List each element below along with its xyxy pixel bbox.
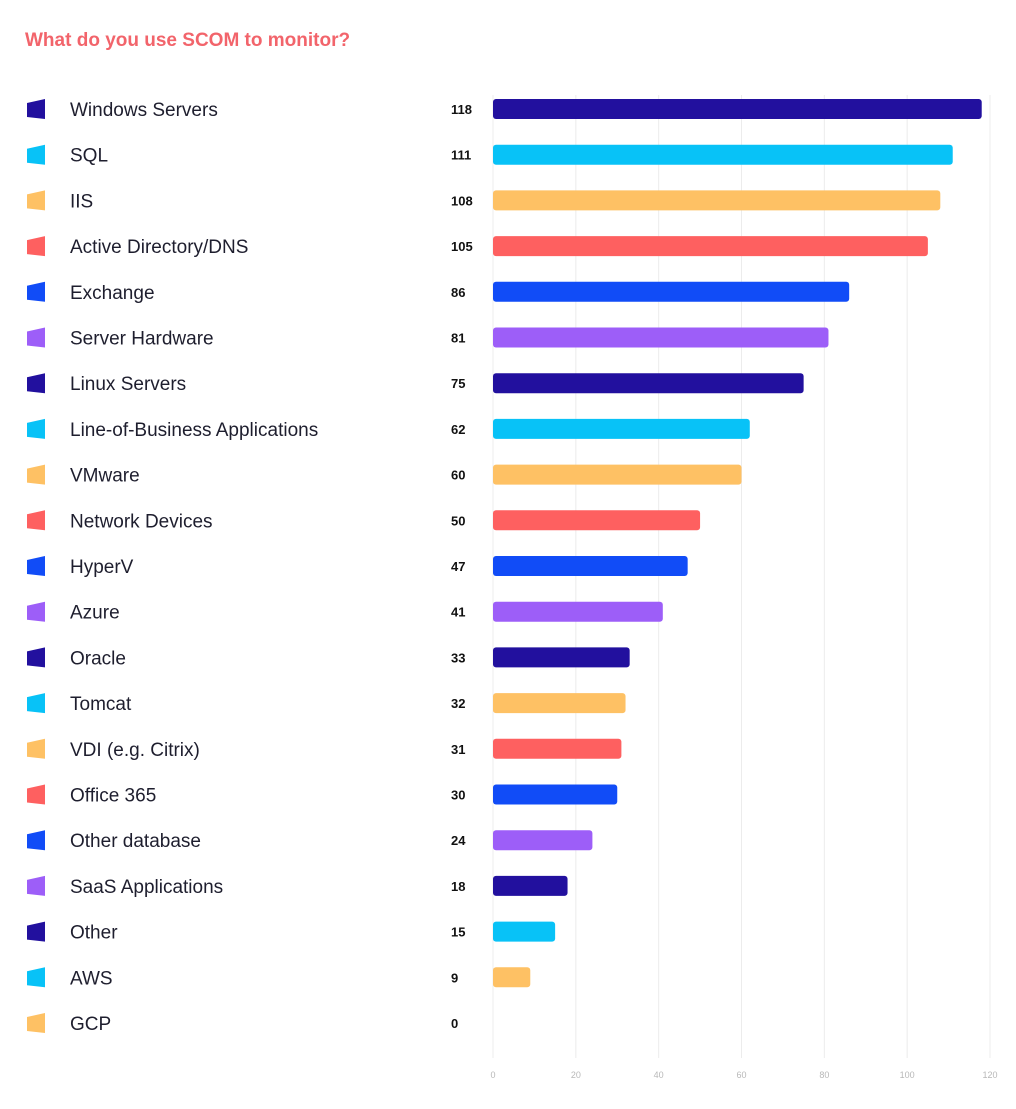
bar: [493, 418, 750, 439]
legend-swatch: [27, 738, 45, 759]
x-tick-label: 80: [819, 1070, 829, 1080]
bar: [493, 236, 928, 257]
bar: [493, 830, 593, 851]
legend-swatch: [27, 190, 45, 211]
legend-swatch: [27, 281, 45, 302]
bar: [493, 784, 618, 805]
category-label: Network Devices: [70, 511, 213, 532]
bar: [493, 99, 982, 119]
category-label: Active Directory/DNS: [70, 237, 248, 258]
value-label: 0: [451, 1016, 458, 1031]
value-label: 32: [451, 696, 465, 711]
category-label: VMware: [70, 466, 140, 487]
legend-swatch: [27, 144, 45, 165]
category-label: Office 365: [70, 786, 156, 807]
category-label: AWS: [70, 968, 113, 989]
category-label: GCP: [70, 1014, 111, 1035]
category-label: SQL: [70, 146, 108, 167]
value-label: 62: [451, 422, 465, 437]
bar: [493, 556, 688, 576]
legend-swatch: [27, 464, 45, 485]
legend-swatch: [27, 921, 45, 942]
bar: [493, 875, 568, 896]
value-label: 50: [451, 513, 465, 528]
bar: [493, 647, 630, 668]
category-label: Linux Servers: [70, 374, 186, 395]
x-tick-label: 100: [900, 1070, 915, 1080]
legend-swatch: [27, 1013, 45, 1033]
value-label: 41: [451, 605, 465, 620]
value-label: 81: [451, 331, 465, 346]
x-tick-label: 40: [654, 1070, 664, 1080]
bar: [493, 373, 804, 394]
bar: [493, 281, 850, 302]
bar: [493, 601, 663, 622]
bar: [493, 464, 742, 485]
category-label: Azure: [70, 603, 120, 624]
x-tick-label: 120: [982, 1070, 997, 1080]
category-label: Tomcat: [70, 694, 132, 715]
category-label: VDI (e.g. Citrix): [70, 740, 200, 761]
value-label: 9: [451, 970, 458, 985]
chart-title: What do you use SCOM to monitor?: [25, 30, 351, 51]
value-label: 30: [451, 788, 465, 803]
bar: [493, 738, 622, 759]
legend-swatch: [27, 601, 45, 622]
category-label: Other: [70, 923, 118, 944]
legend-swatch: [27, 99, 45, 119]
value-label: 47: [451, 559, 465, 574]
value-label: 108: [451, 193, 473, 208]
value-label: 33: [451, 650, 465, 665]
bar: [493, 144, 953, 165]
bar: [493, 190, 941, 211]
bar: [493, 921, 556, 942]
bar: [493, 693, 626, 714]
category-label: Oracle: [70, 648, 126, 669]
value-label: 31: [451, 742, 465, 757]
category-label: HyperV: [70, 557, 134, 578]
bar: [493, 327, 829, 348]
bar: [493, 510, 701, 531]
legend-swatch: [27, 556, 45, 576]
x-tick-label: 0: [490, 1070, 495, 1080]
value-label: 15: [451, 925, 465, 940]
legend-swatch: [27, 647, 45, 668]
legend-swatch: [27, 693, 45, 714]
legend-swatch: [27, 373, 45, 394]
bar: [493, 967, 531, 988]
legend-swatch: [27, 967, 45, 988]
value-label: 24: [451, 833, 466, 848]
legend-swatch: [27, 327, 45, 348]
value-label: 118: [451, 102, 472, 117]
legend-swatch: [27, 236, 45, 257]
legend-swatch: [27, 875, 45, 896]
value-label: 60: [451, 468, 465, 483]
x-tick-label: 20: [571, 1070, 581, 1080]
category-label: IIS: [70, 191, 93, 212]
x-tick-label: 60: [736, 1070, 746, 1080]
category-label: Line-of-Business Applications: [70, 420, 318, 441]
category-label: Server Hardware: [70, 329, 214, 350]
value-label: 105: [451, 239, 473, 254]
value-label: 86: [451, 285, 465, 300]
category-label: Exchange: [70, 283, 155, 304]
value-label: 18: [451, 879, 465, 894]
value-label: 111: [451, 148, 471, 163]
legend-swatch: [27, 784, 45, 805]
category-label: SaaS Applications: [70, 877, 223, 898]
category-label: Windows Servers: [70, 100, 218, 121]
legend-swatch: [27, 830, 45, 851]
legend-swatch: [27, 510, 45, 531]
category-label: Other database: [70, 831, 201, 852]
value-label: 75: [451, 376, 465, 391]
legend-swatch: [27, 418, 45, 439]
